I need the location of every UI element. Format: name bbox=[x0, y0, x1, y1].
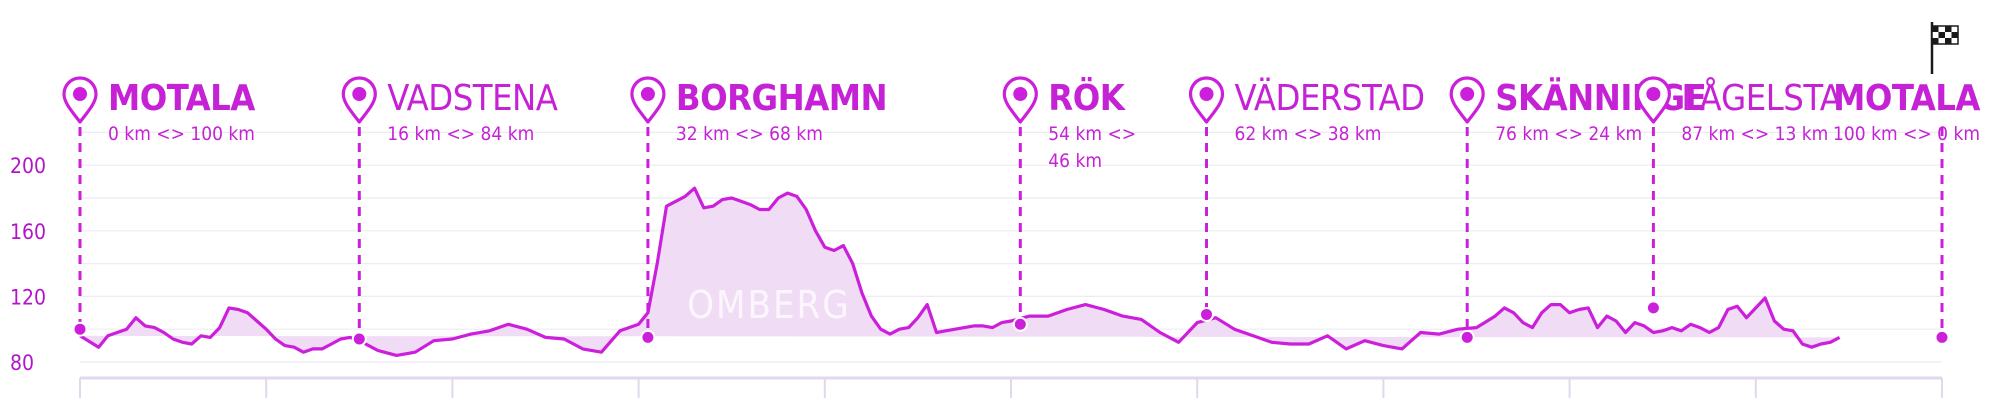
waypoint-name: MOTALA bbox=[1833, 78, 1980, 119]
elevation-area bbox=[80, 188, 1840, 356]
waypoint-marker bbox=[640, 329, 656, 345]
map-pin-icon bbox=[341, 76, 377, 124]
waypoint-distance: 100 km <> 0 km bbox=[1833, 123, 1980, 145]
waypoint-name: BORGHAMN bbox=[676, 78, 887, 119]
region-label: OMBERG bbox=[687, 283, 851, 327]
waypoint-distance: 46 km bbox=[1048, 150, 1102, 172]
elevation-line bbox=[79, 186, 1841, 357]
x-axis bbox=[79, 376, 1943, 398]
waypoint-marker bbox=[1459, 329, 1475, 345]
map-pin-icon bbox=[1635, 76, 1671, 124]
map-pin-icon bbox=[1449, 76, 1485, 124]
waypoint-marker bbox=[72, 321, 88, 337]
waypoint-distance: 76 km <> 24 km bbox=[1495, 123, 1642, 145]
waypoint-name: FÅGELSTA bbox=[1681, 76, 1841, 119]
waypoint-marker bbox=[351, 331, 367, 347]
map-pin-icon bbox=[630, 76, 666, 124]
waypoint-distance: 54 km <> bbox=[1048, 123, 1136, 145]
waypoint-name: VÄDERSTAD bbox=[1235, 77, 1425, 119]
waypoint-marker bbox=[1012, 316, 1028, 332]
finish-flag-icon bbox=[1930, 22, 1959, 74]
waypoint-name: VADSTENA bbox=[387, 78, 557, 119]
waypoint-marker bbox=[1199, 306, 1215, 322]
map-pin-icon bbox=[62, 76, 98, 124]
waypoints: MOTALA 0 km <> 100 km VADSTENA 16 km <> 84 … bbox=[62, 22, 1981, 347]
waypoint-distance: 62 km <> 38 km bbox=[1235, 123, 1382, 145]
grid bbox=[80, 131, 1942, 363]
waypoint-name: RÖK bbox=[1048, 77, 1126, 119]
y-tick-label: 200 bbox=[10, 154, 46, 178]
y-tick-label: 160 bbox=[10, 220, 46, 244]
y-tick-label: 80 bbox=[10, 351, 34, 375]
waypoint-distance: 0 km <> 100 km bbox=[108, 123, 255, 145]
waypoint-distance: 32 km <> 68 km bbox=[676, 123, 823, 145]
waypoint-name: SKÄNNINGE bbox=[1495, 77, 1706, 119]
waypoint-distance: 87 km <> 13 km bbox=[1681, 123, 1828, 145]
waypoint-name: MOTALA bbox=[108, 78, 255, 119]
waypoint-distance: 16 km <> 84 km bbox=[387, 123, 534, 145]
y-axis: 80 120 160 200 bbox=[10, 154, 46, 375]
waypoint-marker bbox=[1645, 300, 1661, 316]
waypoint-marker bbox=[1934, 329, 1950, 345]
y-tick-label: 120 bbox=[10, 285, 46, 309]
map-pin-icon bbox=[1188, 76, 1225, 124]
region-labels: OMBERG bbox=[687, 283, 851, 327]
map-pin-icon bbox=[1002, 76, 1038, 124]
